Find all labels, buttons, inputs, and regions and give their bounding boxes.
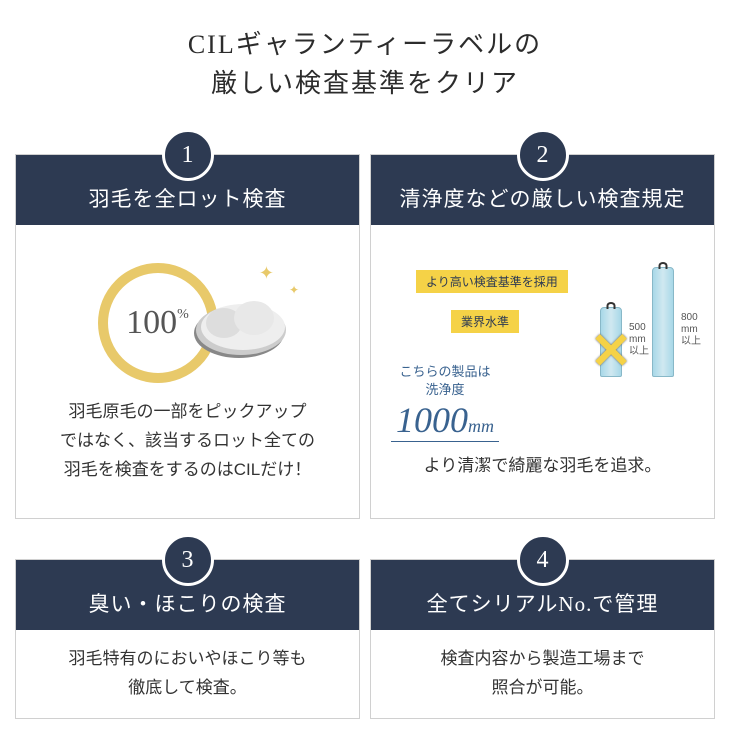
cleanliness-label-2: 洗浄度 — [391, 381, 499, 399]
card-3: 3 臭い・ほこりの検査 羽毛特有のにおいやほこり等も 徹底して検査。 — [15, 559, 360, 719]
desc-line: 羽毛を検査をするのはCILだけ！ — [64, 460, 311, 479]
desc-line: 照合が可能。 — [492, 678, 594, 697]
cleanliness-value-block: こちらの製品は 洗浄度 1000mm — [391, 363, 499, 442]
desc-line: ではなく、該当するロット全ての — [60, 431, 315, 450]
card-3-body: 羽毛特有のにおいやほこり等も 徹底して検査。 — [16, 630, 359, 718]
tag-high-standard: より高い検査基準を採用 — [416, 270, 568, 293]
card-4: 4 全てシリアルNo.で管理 検査内容から製造工場まで 照合が可能。 — [370, 559, 715, 719]
cylinder-500-label: 500mm以上 — [629, 322, 649, 358]
cleanliness-label-1: こちらの製品は — [391, 363, 499, 381]
card-1-desc: 羽毛原毛の一部をピックアップ ではなく、該当するロット全ての 羽毛を検査をするの… — [26, 398, 349, 485]
card-1: 1 羽毛を全ロット検査 100% ✦ ✦ — [15, 154, 360, 519]
percent-value: 100 — [126, 304, 177, 342]
badge-3-wrap: 3 — [162, 534, 214, 586]
desc-line: 徹底して検査。 — [128, 678, 247, 697]
badge-2: 2 — [517, 129, 569, 181]
tag-industry-standard: 業界水準 — [451, 310, 519, 333]
card-4-body: 検査内容から製造工場まで 照合が可能。 — [371, 630, 714, 718]
card-grid: 1 羽毛を全ロット検査 100% ✦ ✦ — [10, 128, 720, 719]
badge-2-wrap: 2 — [517, 129, 569, 181]
card-3-desc: 羽毛特有のにおいやほこり等も 徹底して検査。 — [26, 645, 349, 703]
infographic-container: CILギャランティーラベルの 厳しい検査基準をクリア 1 羽毛を全ロット検査 1… — [0, 0, 730, 729]
cylinder-800-label: 800mm以上 — [681, 312, 701, 348]
card-2-desc: より清潔で綺麗な羽毛を追求。 — [381, 452, 704, 481]
badge-1: 1 — [162, 129, 214, 181]
badge-3: 3 — [162, 534, 214, 586]
title-line-1: CILギャランティーラベルの — [188, 30, 542, 59]
card-2-visual: より高い検査基準を採用 業界水準 ✕ 500mm以上 800mm以上 こちらの製… — [381, 262, 704, 442]
card-2: 2 清浄度などの厳しい検査規定 より高い検査基準を採用 業界水準 ✕ 500mm… — [370, 154, 715, 519]
reject-x-icon: ✕ — [590, 322, 632, 380]
card-1-visual: 100% ✦ ✦ — [26, 258, 349, 388]
badge-1-wrap: 1 — [162, 129, 214, 181]
card-2-body: より高い検査基準を採用 業界水準 ✕ 500mm以上 800mm以上 こちらの製… — [371, 225, 714, 518]
feather-cloud-icon — [179, 283, 289, 363]
sparkle-icon: ✦ — [289, 283, 299, 298]
cylinder-800-icon — [652, 267, 674, 377]
desc-line: 検査内容から製造工場まで — [441, 649, 645, 668]
card-1-body: 100% ✦ ✦ 羽毛原毛の一部をピックアップ ではなく、該当するロット全ての — [16, 225, 359, 518]
badge-4: 4 — [517, 534, 569, 586]
desc-line: 羽毛原毛の一部をピックアップ — [69, 402, 307, 421]
desc-line: 羽毛特有のにおいやほこり等も — [69, 649, 307, 668]
card-4-desc: 検査内容から製造工場まで 照合が可能。 — [381, 645, 704, 703]
cleanliness-value: 1000mm — [391, 399, 499, 442]
badge-4-wrap: 4 — [517, 534, 569, 586]
sparkle-icon: ✦ — [259, 263, 274, 284]
title-line-2: 厳しい検査基準をクリア — [211, 69, 519, 98]
main-title: CILギャランティーラベルの 厳しい検査基準をクリア — [10, 25, 720, 103]
